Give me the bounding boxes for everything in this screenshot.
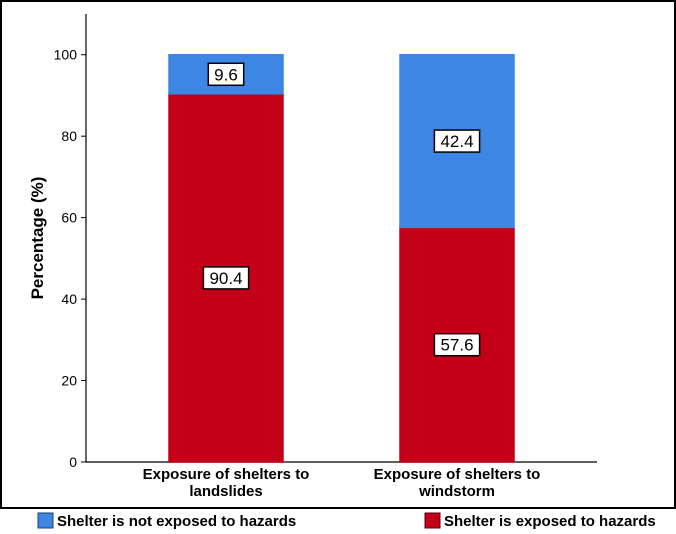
legend-label-not-exposed: Shelter is not exposed to hazards <box>57 513 296 530</box>
legend-swatch-not-exposed <box>37 512 54 529</box>
plot-area: 0 20 40 60 80 100 90.4 9.6 57.6 42.4 Exposure of… <box>54 14 597 500</box>
y-tick-label: 20 <box>61 373 77 389</box>
y-tick-label: 0 <box>69 454 77 470</box>
category-labels: Exposure of shelters tolandslidesExposur… <box>143 466 541 500</box>
y-tick-label: 100 <box>54 47 78 63</box>
category-label: windstorm <box>418 483 495 500</box>
y-axis-label: Percentage (%) <box>28 177 47 300</box>
data-label-box <box>433 129 481 153</box>
data-label: 90.4 <box>209 269 242 288</box>
y-ticks: 0 20 40 60 80 100 <box>54 47 86 470</box>
data-label: 57.6 <box>440 336 473 355</box>
data-label: 9.6 <box>214 65 238 84</box>
category-label: landslides <box>189 483 262 500</box>
chart-frame <box>0 0 676 509</box>
legend-swatch-exposed <box>424 512 441 529</box>
y-tick-label: 80 <box>61 128 77 144</box>
data-label-box <box>202 266 250 290</box>
category-label: Exposure of shelters to <box>374 466 541 483</box>
legend: Shelter is not exposed to hazards Shelte… <box>37 512 656 530</box>
data-label-box <box>207 62 245 87</box>
y-tick-label: 40 <box>61 291 77 307</box>
category-label: Exposure of shelters to <box>143 466 310 483</box>
data-label-box <box>433 332 481 357</box>
y-tick-label: 60 <box>61 210 77 226</box>
data-labels: 90.4 9.6 57.6 42.4 <box>202 62 481 357</box>
data-label: 42.4 <box>440 132 473 151</box>
bars <box>168 53 515 463</box>
legend-label-exposed: Shelter is exposed to hazards <box>444 513 656 530</box>
